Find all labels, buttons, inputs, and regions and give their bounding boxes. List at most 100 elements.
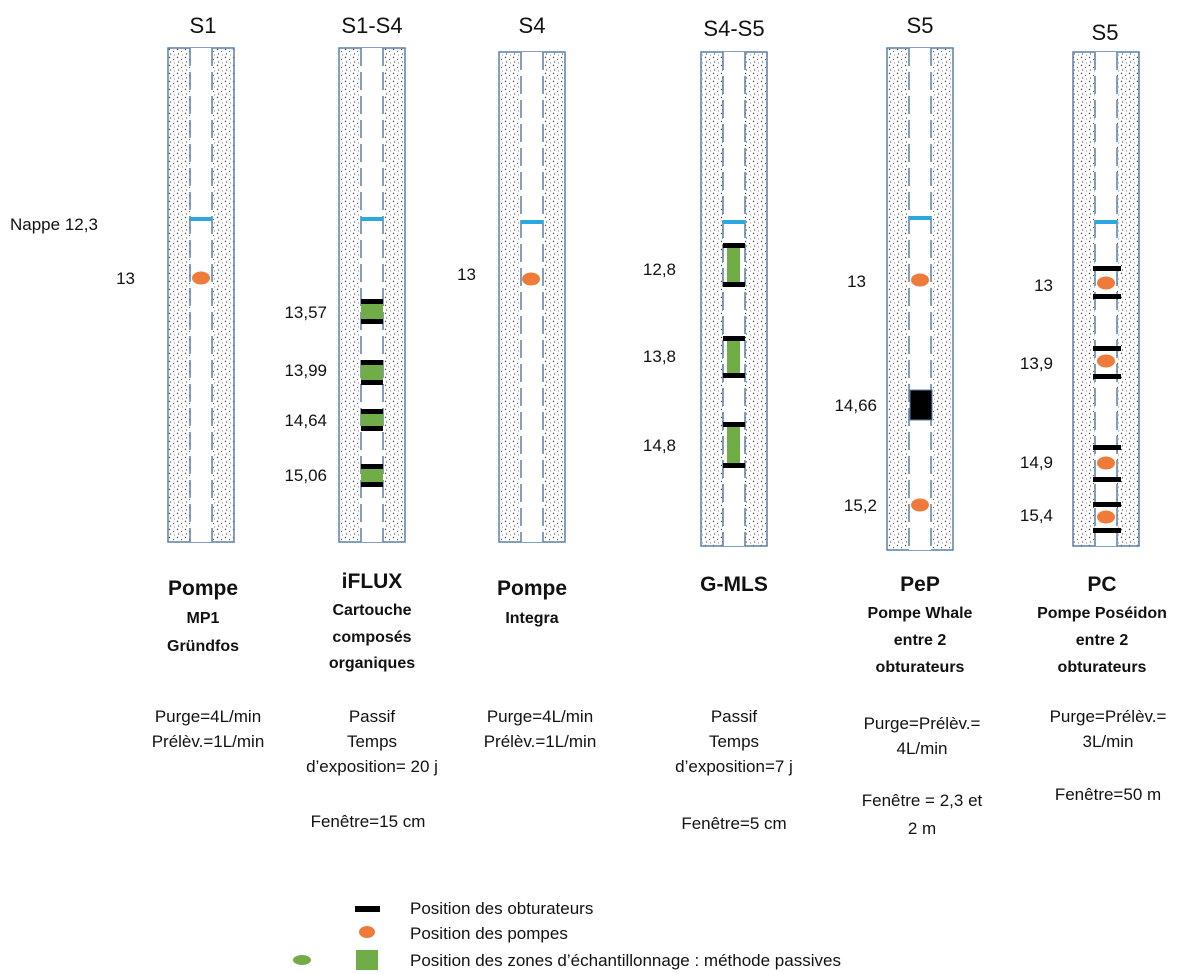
- well-s5-pep: S5 13 14,66 15,2 PeP Pompe Whale entre 2…: [834, 13, 982, 838]
- legend-passive-ellipse-swatch: [293, 955, 311, 965]
- method-name: PeP: [900, 573, 940, 596]
- passive-zone: [361, 301, 383, 321]
- depth-label: 14,9: [1020, 453, 1053, 472]
- method-subtitle: Pompe Poséidon: [1037, 605, 1167, 622]
- depth-label: 13,8: [643, 347, 676, 366]
- well-casing: [723, 52, 745, 546]
- pump-marker: [1097, 276, 1115, 290]
- method-subtitle: entre 2: [894, 632, 947, 649]
- depth-label: 15,2: [844, 496, 877, 515]
- method-subtitle: MP1: [187, 610, 220, 627]
- pump-marker: [911, 498, 929, 512]
- method-info: Purge=Prélèv.=: [864, 714, 981, 733]
- packer-marker: [1093, 294, 1121, 299]
- legend-passive-label: Position des zones d’échantillonnage : m…: [410, 951, 841, 970]
- passive-zone: [727, 340, 740, 375]
- method-subtitle: organiques: [329, 655, 415, 672]
- method-info: Passif: [711, 707, 758, 726]
- passive-zone: [727, 425, 740, 465]
- packer-marker: [1093, 346, 1121, 351]
- water-table-label: Nappe 12,3: [10, 215, 98, 234]
- method-info: Temps: [709, 732, 759, 751]
- packer-marker: [361, 464, 383, 469]
- well-s1: S1 Nappe 12,3 13 Pompe MP1 Gründfos Purg…: [10, 13, 264, 751]
- packer-marker: [723, 336, 745, 341]
- well-header: S5: [1092, 20, 1119, 45]
- method-info: Passif: [349, 707, 396, 726]
- depth-label: 13,99: [284, 361, 327, 380]
- packer-marker: [723, 243, 745, 248]
- depth-label: 13,9: [1020, 354, 1053, 373]
- packer-marker: [1093, 266, 1121, 271]
- well-s4-s5: S4-S5 12,8 13,8 14,8 G-MLS Passif Temps …: [643, 16, 793, 833]
- well-header: S5: [907, 13, 934, 38]
- method-subtitle: Pompe Whale: [868, 605, 973, 622]
- method-subtitle: entre 2: [1076, 632, 1129, 649]
- packer-marker: [361, 319, 383, 324]
- packer-marker: [723, 463, 745, 468]
- depth-label: 13: [847, 272, 866, 291]
- packer-marker: [1093, 502, 1121, 507]
- packer-marker: [1093, 477, 1121, 482]
- pump-marker: [1097, 456, 1115, 470]
- method-subtitle: Integra: [505, 610, 558, 627]
- packer-marker: [1093, 528, 1121, 533]
- well-casing: [909, 48, 931, 550]
- packer-marker: [723, 422, 745, 427]
- packer-marker: [361, 360, 383, 365]
- well-header: S4-S5: [703, 16, 764, 41]
- well-header: S1: [190, 13, 217, 38]
- method-info: Prélèv.=1L/min: [484, 732, 597, 751]
- method-name: iFLUX: [342, 570, 403, 593]
- method-info: Purge=4L/min: [487, 707, 593, 726]
- method-info: Fenêtre=5 cm: [681, 814, 786, 833]
- packer-marker: [361, 380, 383, 385]
- method-info: Purge=4L/min: [155, 707, 261, 726]
- legend: Position des obturateurs Position des po…: [293, 899, 841, 970]
- legend-packer-label: Position des obturateurs: [410, 899, 593, 918]
- packer-marker: [361, 409, 383, 414]
- method-subtitle: Cartouche: [332, 602, 411, 619]
- depth-label: 15,4: [1020, 506, 1053, 525]
- depth-label: 14,64: [284, 411, 327, 430]
- legend-pump-label: Position des pompes: [410, 924, 568, 943]
- method-name: G-MLS: [700, 573, 768, 596]
- depth-label: 12,8: [643, 260, 676, 279]
- passive-zone: [361, 466, 383, 485]
- packer-marker: [723, 282, 745, 287]
- method-info: Fenêtre = 2,3 et: [862, 791, 983, 810]
- method-info: Purge=Prélèv.=: [1050, 707, 1167, 726]
- packer-marker: [361, 299, 383, 304]
- depth-label: 13,57: [284, 303, 327, 322]
- method-name: Pompe: [497, 577, 567, 600]
- depth-label: 13: [1034, 276, 1053, 295]
- packer-marker: [1093, 445, 1121, 450]
- depth-label: 13: [457, 265, 476, 284]
- legend-passive-square-swatch: [356, 950, 378, 970]
- depth-label: 13: [116, 269, 135, 288]
- method-info: d’exposition=7 j: [675, 757, 793, 776]
- pump-marker: [1097, 354, 1115, 368]
- well-header: S4: [519, 13, 546, 38]
- method-info: 3L/min: [1082, 732, 1133, 751]
- method-subtitle: composés: [332, 629, 411, 646]
- packer-marker: [361, 482, 383, 487]
- depth-label: 15,06: [284, 466, 327, 485]
- well-s5-pc: S5 13 13,9 14,9 15,4 PC Pompe Poséidon e…: [1020, 20, 1167, 804]
- method-subtitle: Gründfos: [167, 638, 239, 655]
- pump-marker: [192, 271, 210, 285]
- passive-zone: [727, 246, 740, 284]
- pump-marker: [911, 273, 929, 287]
- method-subtitle: obturateurs: [1058, 659, 1147, 676]
- pump-marker: [1097, 510, 1115, 524]
- method-info: Fenêtre=50 m: [1055, 785, 1161, 804]
- packer-marker: [1093, 374, 1121, 379]
- method-name: Pompe: [168, 577, 238, 600]
- well-s1-s4: S1-S4 13,57 13,99 14,64 15,06 iFLUX Cart…: [284, 13, 437, 831]
- packer-marker: [361, 426, 383, 431]
- method-info: Prélèv.=1L/min: [152, 732, 265, 751]
- packer-block: [909, 389, 933, 421]
- passive-zone: [361, 362, 383, 382]
- well-casing: [521, 52, 543, 542]
